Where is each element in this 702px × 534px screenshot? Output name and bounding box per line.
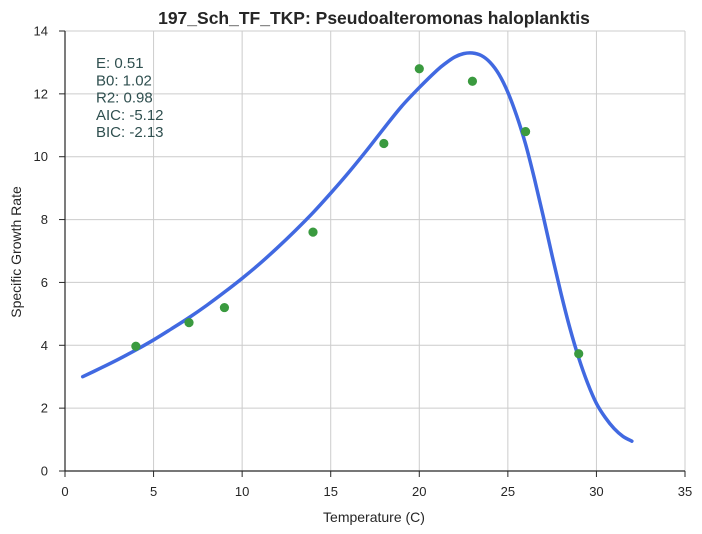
y-tick-label: 10	[34, 149, 48, 164]
y-tick-label: 0	[41, 464, 48, 479]
data-point	[467, 76, 478, 86]
fit-stat-line: BIC: -2.13	[96, 124, 164, 141]
observed-points	[131, 64, 584, 359]
x-tick-label: 20	[412, 484, 426, 499]
grid	[65, 30, 686, 471]
plot-background	[65, 31, 685, 471]
fit-stat-line: B0: 1.02	[96, 72, 152, 89]
chart-title: 197_Sch_TF_TKP: Pseudoalteromonas halopl…	[158, 8, 590, 28]
axes	[64, 31, 685, 472]
y-tick-label: 4	[41, 338, 48, 353]
x-tick-label: 15	[323, 484, 337, 499]
y-tick-label: 6	[41, 275, 48, 290]
x-tick-label: 5	[150, 484, 157, 499]
fit-curve	[80, 51, 634, 443]
y-tick-label: 12	[34, 86, 48, 101]
y-tick-label: 2	[41, 401, 48, 416]
data-point	[219, 302, 230, 313]
x-tick-label: 10	[235, 484, 249, 499]
x-tick-label: 0	[61, 484, 68, 499]
x-axis-label: Temperature (C)	[323, 509, 425, 525]
y-tick-label: 14	[34, 24, 48, 39]
y-axis-label: Specific Growth Rate	[8, 186, 24, 318]
plot-area	[65, 31, 685, 471]
fit-curve-group	[80, 51, 634, 443]
x-axis-ticks: 0 5 10 15 20 25 30 35	[61, 471, 692, 499]
data-point	[574, 349, 584, 359]
data-point	[131, 341, 141, 351]
data-point	[520, 126, 531, 137]
data-point	[184, 318, 194, 328]
x-tick-label: 25	[501, 484, 515, 499]
y-axis-ticks: 0 2 4 6 8 10 12 14	[34, 24, 65, 479]
y-tick-label: 8	[41, 212, 48, 227]
fit-stat-line: E: 0.51	[96, 55, 144, 72]
x-tick-label: 30	[589, 484, 603, 499]
fit-stat-line: R2: 0.98	[96, 90, 153, 107]
data-point	[308, 227, 318, 237]
data-point	[379, 138, 389, 149]
x-tick-label: 35	[678, 484, 692, 499]
data-point	[414, 64, 424, 74]
fit-stat-line: AIC: -5.12	[96, 107, 164, 124]
